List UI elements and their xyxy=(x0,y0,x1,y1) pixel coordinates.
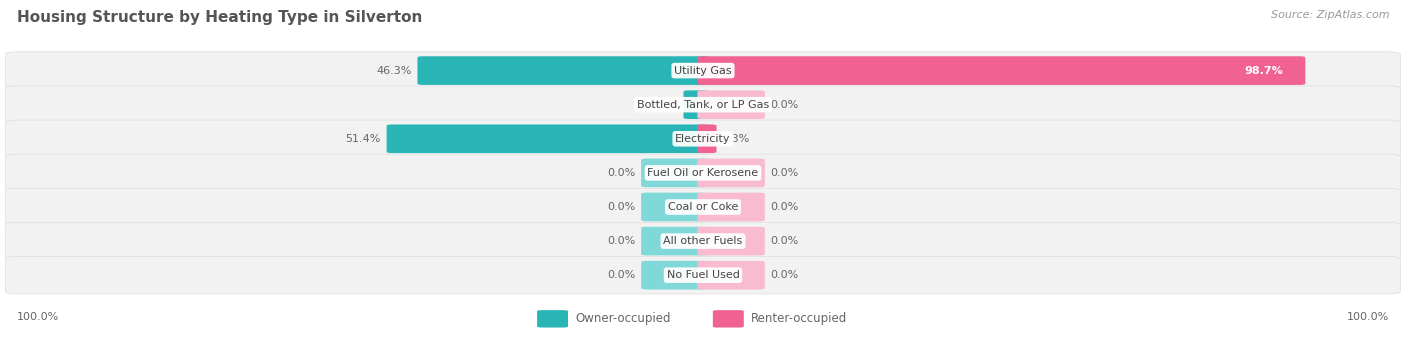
FancyBboxPatch shape xyxy=(6,222,1400,260)
FancyBboxPatch shape xyxy=(6,154,1400,192)
Text: 51.4%: 51.4% xyxy=(346,134,381,144)
FancyBboxPatch shape xyxy=(6,188,1400,226)
FancyBboxPatch shape xyxy=(697,90,765,119)
Text: Source: ZipAtlas.com: Source: ZipAtlas.com xyxy=(1271,10,1389,20)
FancyBboxPatch shape xyxy=(641,261,709,290)
Text: 0.0%: 0.0% xyxy=(770,236,799,246)
FancyBboxPatch shape xyxy=(6,120,1400,158)
Text: 0.0%: 0.0% xyxy=(770,270,799,280)
Text: Housing Structure by Heating Type in Silverton: Housing Structure by Heating Type in Sil… xyxy=(17,10,422,25)
Text: 0.0%: 0.0% xyxy=(607,270,636,280)
FancyBboxPatch shape xyxy=(697,193,765,221)
Text: 46.3%: 46.3% xyxy=(377,65,412,76)
FancyBboxPatch shape xyxy=(537,310,568,327)
FancyBboxPatch shape xyxy=(418,56,709,85)
FancyBboxPatch shape xyxy=(697,227,765,255)
Text: Coal or Coke: Coal or Coke xyxy=(668,202,738,212)
Text: 2.3%: 2.3% xyxy=(650,100,678,110)
FancyBboxPatch shape xyxy=(6,52,1400,89)
Text: All other Fuels: All other Fuels xyxy=(664,236,742,246)
Text: Fuel Oil or Kerosene: Fuel Oil or Kerosene xyxy=(647,168,759,178)
FancyBboxPatch shape xyxy=(683,90,709,119)
FancyBboxPatch shape xyxy=(6,86,1400,123)
Text: Utility Gas: Utility Gas xyxy=(675,65,731,76)
FancyBboxPatch shape xyxy=(387,124,709,153)
Text: Owner-occupied: Owner-occupied xyxy=(575,312,671,325)
Text: No Fuel Used: No Fuel Used xyxy=(666,270,740,280)
FancyBboxPatch shape xyxy=(641,227,709,255)
FancyBboxPatch shape xyxy=(713,310,744,327)
FancyBboxPatch shape xyxy=(641,159,709,187)
Text: Bottled, Tank, or LP Gas: Bottled, Tank, or LP Gas xyxy=(637,100,769,110)
Text: 98.7%: 98.7% xyxy=(1244,65,1282,76)
Text: 0.0%: 0.0% xyxy=(607,168,636,178)
FancyBboxPatch shape xyxy=(641,193,709,221)
FancyBboxPatch shape xyxy=(697,159,765,187)
FancyBboxPatch shape xyxy=(697,56,1305,85)
Text: 100.0%: 100.0% xyxy=(17,312,59,322)
FancyBboxPatch shape xyxy=(697,261,765,290)
Text: 0.0%: 0.0% xyxy=(770,168,799,178)
Text: 1.3%: 1.3% xyxy=(723,134,751,144)
Text: 100.0%: 100.0% xyxy=(1347,312,1389,322)
Text: Renter-occupied: Renter-occupied xyxy=(751,312,846,325)
Text: 0.0%: 0.0% xyxy=(607,236,636,246)
FancyBboxPatch shape xyxy=(697,124,717,153)
Text: 0.0%: 0.0% xyxy=(770,100,799,110)
Text: 0.0%: 0.0% xyxy=(770,202,799,212)
Text: Electricity: Electricity xyxy=(675,134,731,144)
Text: 0.0%: 0.0% xyxy=(607,202,636,212)
FancyBboxPatch shape xyxy=(6,256,1400,294)
